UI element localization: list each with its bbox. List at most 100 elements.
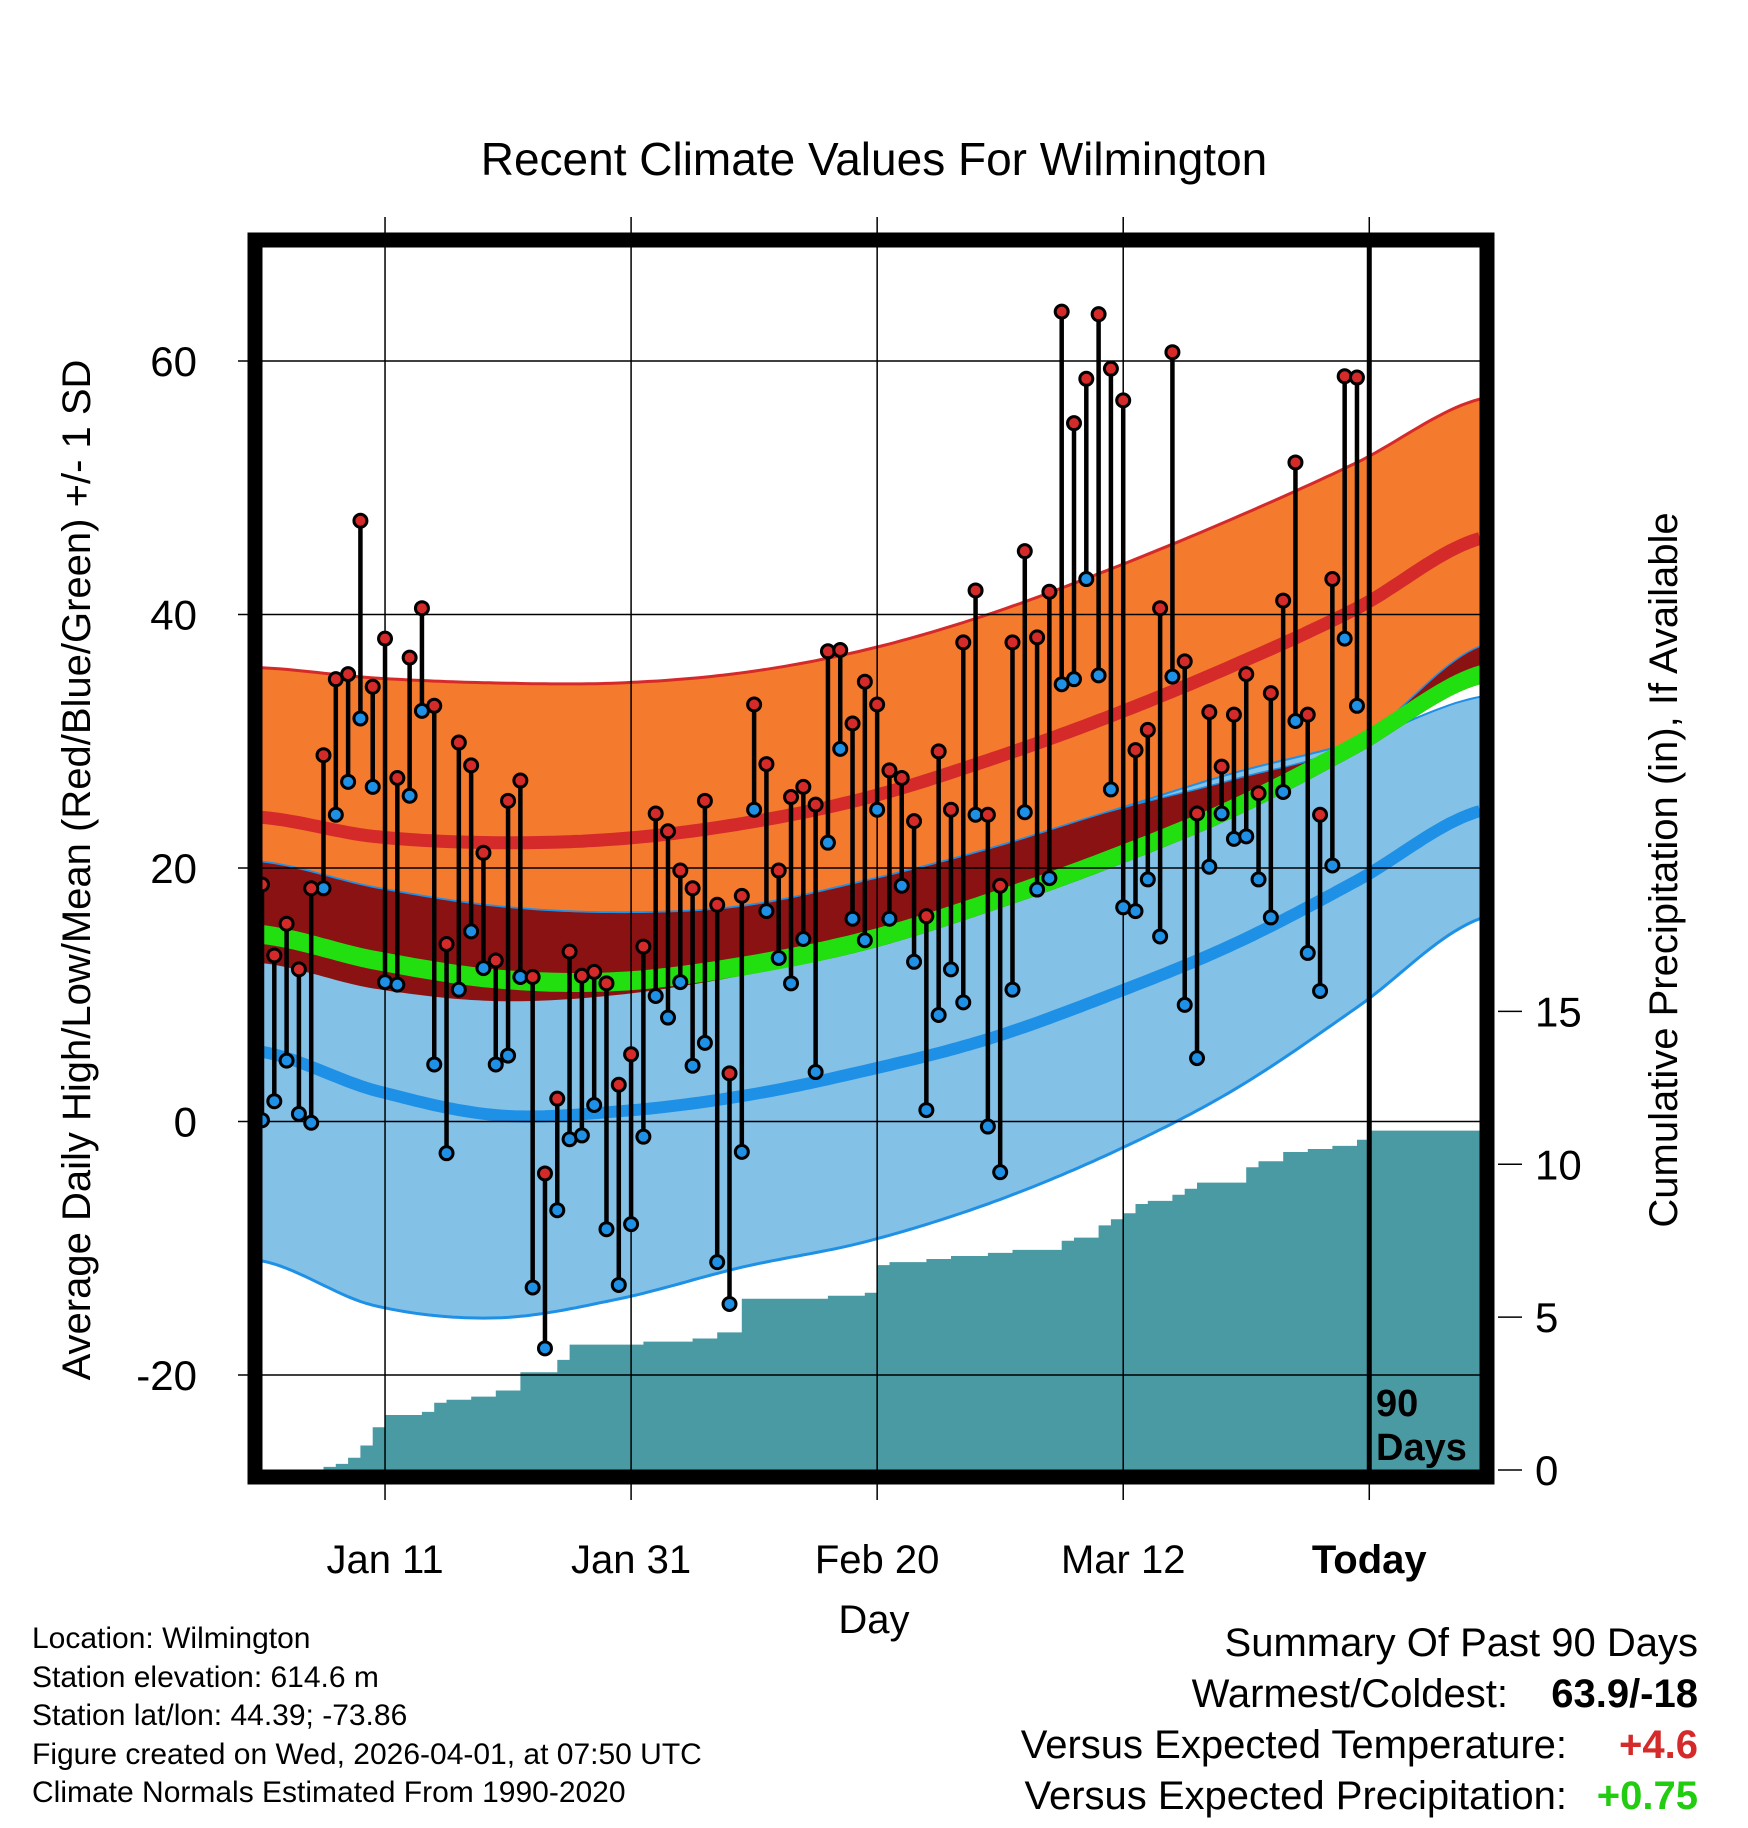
right-y-tick-label: 10 <box>1535 1141 1582 1188</box>
daily-high-point <box>1176 653 1193 670</box>
daily-high-point <box>1262 685 1279 702</box>
daily-high-point <box>352 512 369 529</box>
daily-high-point <box>561 943 578 960</box>
daily-high-point <box>844 715 861 732</box>
daily-low-point <box>438 1145 455 1162</box>
daily-low-point <box>266 1093 283 1110</box>
daily-high-point <box>290 961 307 978</box>
daily-high-point <box>1016 543 1033 560</box>
normals-note: Climate Normals Estimated From 1990-2020 <box>32 1776 626 1809</box>
daily-low-point <box>1078 571 1095 588</box>
daily-high-point <box>1275 592 1292 609</box>
latlon-text: Station lat/lon: 44.39; -73.86 <box>32 1699 408 1732</box>
daily-low-point <box>979 1118 996 1135</box>
summary-precip-row: Versus Expected Precipitation: +0.75 <box>1021 1771 1698 1822</box>
daily-low-point <box>1312 982 1329 999</box>
daily-low-point <box>524 1279 541 1296</box>
daily-low-point <box>869 801 886 818</box>
daily-high-point <box>1041 583 1058 600</box>
y-tick-label: -20 <box>136 1352 197 1399</box>
daily-high-point <box>1164 344 1181 361</box>
daily-low-point <box>463 923 480 940</box>
daily-high-point <box>463 757 480 774</box>
daily-low-point <box>1127 903 1144 920</box>
daily-low-point <box>1176 996 1193 1013</box>
daily-low-point <box>364 778 381 795</box>
daily-high-point <box>955 634 972 651</box>
daily-range-stems <box>259 311 1360 1349</box>
daily-low-point <box>992 1164 1009 1181</box>
summary-warmest-row: Warmest/Coldest: 63.9/-18 <box>1021 1669 1698 1720</box>
daily-low-point <box>1189 1050 1206 1067</box>
daily-high-point <box>770 862 787 879</box>
daily-high-point <box>758 756 775 773</box>
daily-high-point <box>512 772 529 789</box>
daily-low-point <box>770 949 787 966</box>
daily-low-point <box>426 1056 443 1073</box>
high-band-upper-edge <box>262 397 1480 686</box>
daily-low-point <box>783 975 800 992</box>
daily-low-point <box>721 1295 738 1312</box>
daily-low-point <box>1336 630 1353 647</box>
x-tick-label: Feb 20 <box>815 1538 940 1582</box>
elevation-text: Station elevation: 614.6 m <box>32 1660 379 1694</box>
daily-high-point <box>1250 785 1267 802</box>
daily-high-point <box>1053 303 1070 320</box>
daily-low-point <box>819 834 836 851</box>
precip-anomaly-label: Versus Expected Precipitation: <box>1024 1774 1567 1818</box>
daily-high-point <box>856 673 873 690</box>
daily-high-point <box>647 805 664 822</box>
high-low-overlap-band <box>262 646 1480 1002</box>
daily-high-point <box>660 823 676 840</box>
daily-low-point <box>807 1064 824 1081</box>
daily-low-point <box>1152 928 1169 945</box>
daily-low-point <box>1041 870 1058 887</box>
daily-high-point <box>746 696 763 713</box>
daily-low-point <box>450 981 467 998</box>
daily-high-point <box>487 952 504 969</box>
daily-low-point <box>696 1034 713 1051</box>
daily-low-point <box>758 903 775 920</box>
daily-high-point <box>377 630 394 647</box>
daily-low-point <box>610 1276 627 1293</box>
daily-high-point <box>1189 805 1206 822</box>
daily-low-point <box>1262 909 1279 926</box>
daily-low-point <box>401 787 418 804</box>
daily-low-point <box>893 877 910 894</box>
cumulative-precip-area <box>262 1130 1480 1470</box>
daily-high-point <box>930 743 947 760</box>
daily-low-point <box>487 1056 504 1073</box>
daily-low-point <box>647 988 664 1005</box>
daily-high-point <box>1213 758 1230 775</box>
daily-high-point <box>1066 415 1082 432</box>
daily-high-point <box>1078 370 1095 387</box>
low-normal-line <box>262 805 1480 1123</box>
x-tick-label: Mar 12 <box>1061 1538 1186 1582</box>
daily-low-point <box>1250 871 1267 888</box>
daily-low-point <box>389 976 406 993</box>
daily-high-point <box>733 887 750 904</box>
daily-low-point <box>1102 781 1119 798</box>
daily-high-point <box>1299 706 1316 723</box>
right-y-tick-label: 15 <box>1535 988 1582 1035</box>
daily-high-point <box>672 862 689 879</box>
daily-low-point <box>327 806 344 823</box>
daily-low-point <box>1324 857 1341 874</box>
daily-low-point <box>832 740 849 757</box>
daily-low-point <box>536 1340 553 1357</box>
daily-high-point <box>1312 806 1329 823</box>
daily-high-point <box>536 1165 553 1182</box>
daily-high-point <box>389 770 406 787</box>
precip-anomaly-value: +0.75 <box>1596 1774 1698 1818</box>
warmest-coldest-value: 63.9/-18 <box>1551 1672 1698 1716</box>
daily-high-point <box>721 1065 738 1082</box>
daily-high-point <box>783 789 800 806</box>
daily-high-point <box>979 806 996 823</box>
daily-high-point <box>1029 629 1046 646</box>
x-tick-label: Today <box>1312 1538 1428 1582</box>
daily-high-point <box>942 801 959 818</box>
station-info: Location: Wilmington Station elevation: … <box>32 1620 702 1813</box>
daily-high-point <box>1090 306 1107 323</box>
daily-low-point <box>1287 712 1304 729</box>
daily-low-point <box>500 1047 517 1064</box>
